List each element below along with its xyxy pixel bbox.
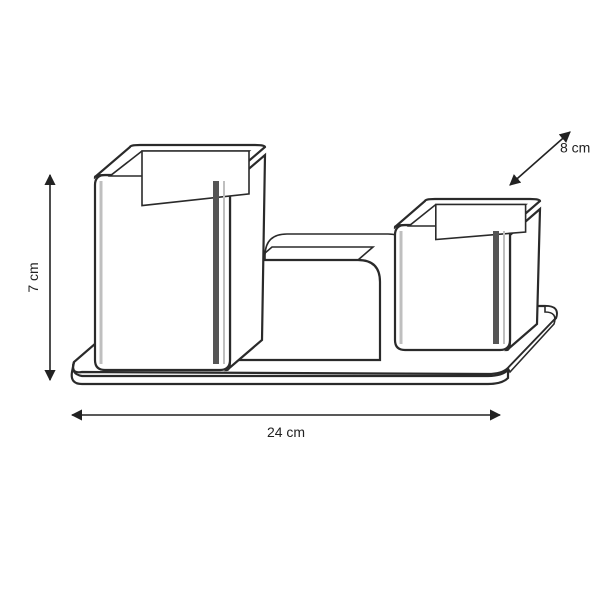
dimension-diagram: 7 cm 24 cm 8 cm: [0, 0, 600, 600]
left-cup-front: [95, 175, 230, 370]
right-cup-front: [395, 225, 510, 350]
dim-label-depth: 8 cm: [560, 140, 590, 156]
dim-label-height: 7 cm: [25, 262, 41, 292]
dim-label-width: 24 cm: [267, 424, 305, 440]
